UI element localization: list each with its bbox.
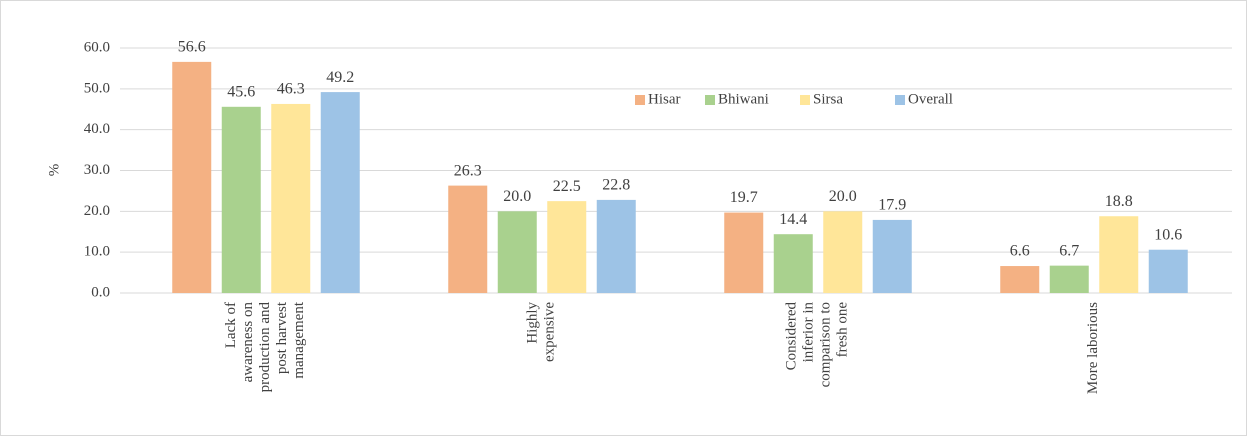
value-label: 18.8 xyxy=(1105,193,1133,210)
y-tick-label: 30.0 xyxy=(84,162,110,178)
bar xyxy=(271,103,311,293)
value-label: 46.3 xyxy=(277,81,305,98)
x-tick-label: Lack ofawareness onproduction andpost ha… xyxy=(223,301,307,392)
value-label: 22.5 xyxy=(553,178,581,195)
value-label: 22.8 xyxy=(602,177,630,194)
value-label: 6.6 xyxy=(1010,243,1030,260)
y-tick-label: 20.0 xyxy=(84,203,110,219)
value-label: 19.7 xyxy=(730,189,758,206)
bar xyxy=(497,211,537,293)
y-axis-label: % xyxy=(46,164,62,177)
y-tick-label: 50.0 xyxy=(84,80,110,96)
value-label: 56.6 xyxy=(178,39,206,56)
value-label: 45.6 xyxy=(227,83,255,100)
legend-label: Bhiwani xyxy=(718,91,769,107)
bar xyxy=(547,201,587,293)
legend-swatch xyxy=(635,95,645,105)
bar xyxy=(872,219,912,293)
legend-swatch xyxy=(705,95,715,105)
value-label: 10.6 xyxy=(1154,226,1182,243)
legend-label: Hisar xyxy=(648,91,681,107)
bar xyxy=(221,106,261,293)
bar xyxy=(1099,216,1139,293)
y-tick-label: 60.0 xyxy=(84,39,110,55)
bar xyxy=(773,234,813,293)
bar xyxy=(1000,266,1040,293)
value-label: 20.0 xyxy=(503,188,531,205)
y-tick-label: 0.0 xyxy=(91,284,110,300)
bar xyxy=(596,199,636,293)
value-label: 20.0 xyxy=(829,188,857,205)
bar xyxy=(724,212,764,293)
bar xyxy=(172,61,212,294)
value-label: 17.9 xyxy=(878,197,906,214)
legend-label: Overall xyxy=(908,91,953,107)
value-label: 6.7 xyxy=(1059,242,1079,259)
value-label: 26.3 xyxy=(454,162,482,179)
legend-label: Sirsa xyxy=(813,91,843,107)
bar xyxy=(1049,265,1089,293)
legend-swatch xyxy=(895,95,905,105)
y-tick-label: 40.0 xyxy=(84,121,110,137)
x-tick-label: More laborious xyxy=(1085,302,1101,394)
bar xyxy=(823,211,863,293)
x-tick-label: Consideredinferior incomparison tofresh … xyxy=(784,302,851,388)
bar xyxy=(448,185,488,293)
bar xyxy=(320,92,360,293)
y-tick-label: 10.0 xyxy=(84,244,110,260)
bar xyxy=(1148,249,1188,293)
value-label: 14.4 xyxy=(779,211,807,228)
legend-swatch xyxy=(800,95,810,105)
x-tick-label: Highlyexpensive xyxy=(525,302,558,362)
value-label: 49.2 xyxy=(326,69,354,86)
